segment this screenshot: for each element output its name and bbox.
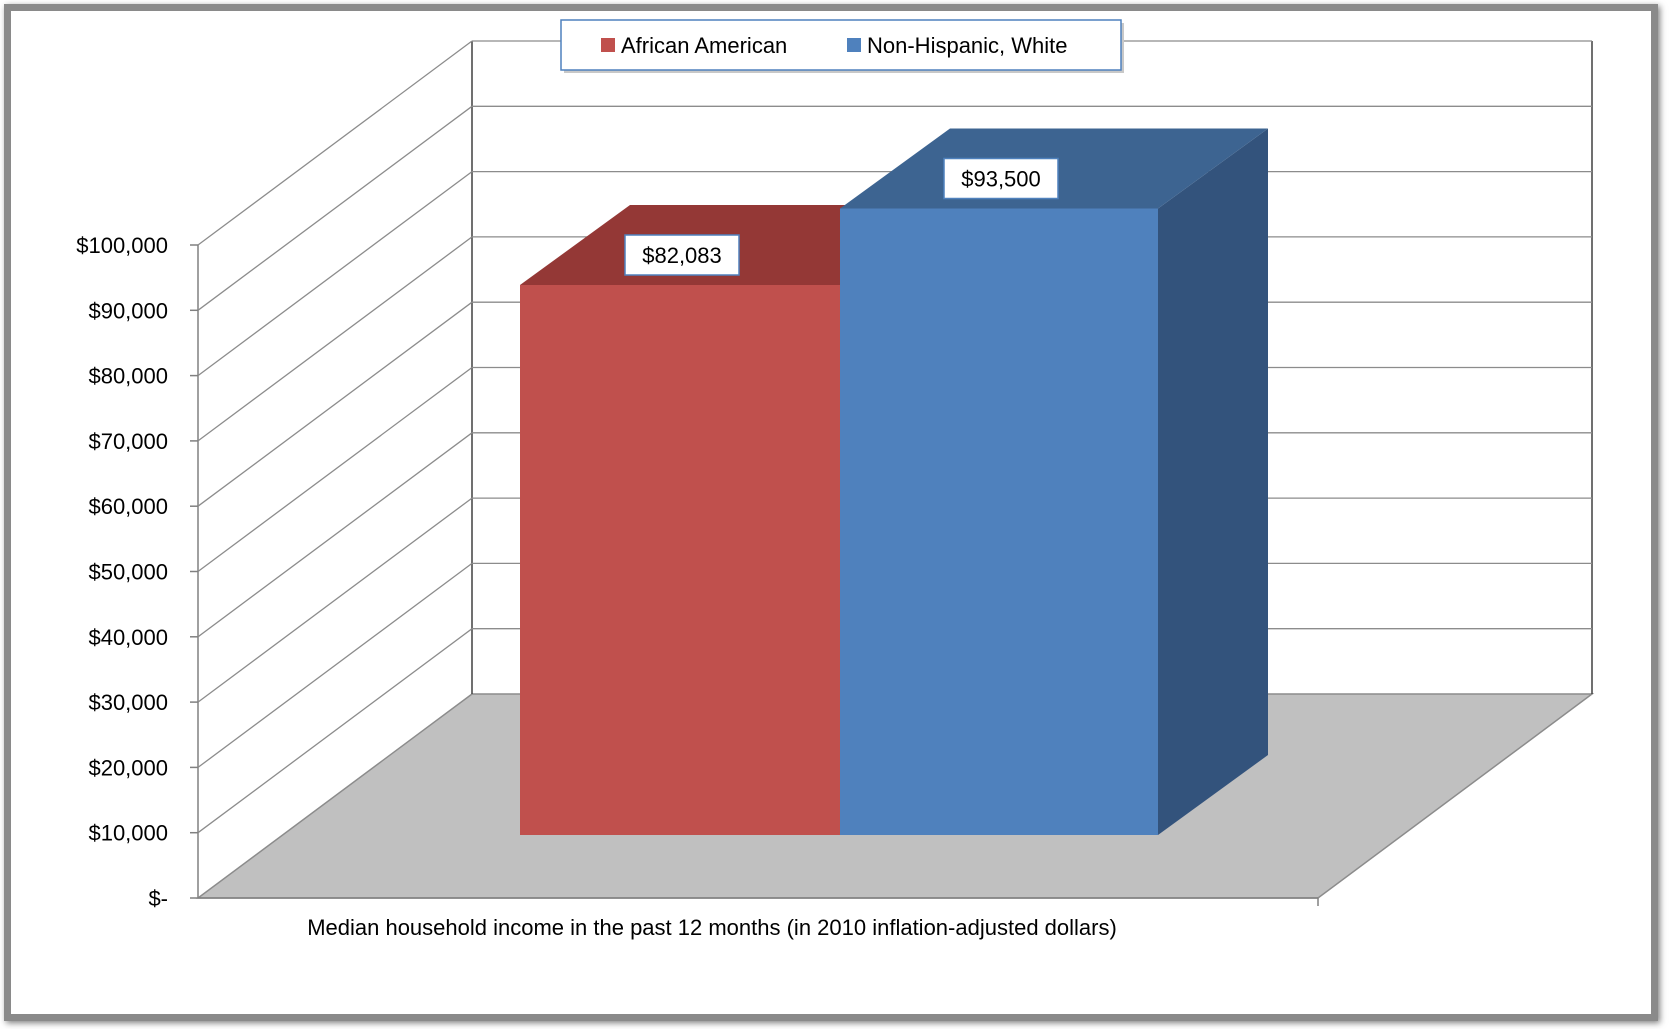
- bar-side-face: [1158, 128, 1268, 835]
- y-tick-label: $40,000: [88, 625, 168, 650]
- bars: [520, 128, 1268, 835]
- legend-label: Non-Hispanic, White: [867, 33, 1068, 58]
- side-gridline: [197, 628, 473, 834]
- data-label-text: $82,083: [642, 243, 722, 268]
- y-tick-label: $70,000: [88, 429, 168, 454]
- data-label: $93,500: [943, 157, 1059, 200]
- side-gridline: [197, 366, 473, 573]
- data-labels: $82,083 $93,500: [624, 157, 1059, 276]
- side-gridline: [197, 497, 473, 703]
- side-gridline: [197, 171, 473, 377]
- bar-front-face: [520, 285, 840, 835]
- data-label-box: [624, 234, 740, 276]
- side-gridline: [197, 562, 473, 768]
- y-tick-label: $30,000: [88, 690, 168, 715]
- data-label-box: [943, 157, 1059, 200]
- side-gridline: [197, 432, 473, 638]
- y-axis-ticks: $- $10,000 $20,000 $30,000 $40,000 $50,000 $60…: [76, 233, 1319, 911]
- data-label: $82,083: [624, 234, 740, 276]
- side-gridline: [197, 40, 473, 246]
- y-tick-label: $-: [148, 886, 168, 911]
- side-gridline: [197, 105, 473, 311]
- legend-box: [560, 19, 1122, 71]
- y-tick-label: $50,000: [88, 560, 168, 585]
- legend-swatch: [601, 38, 615, 52]
- legend-label: African American: [621, 33, 787, 58]
- side-gridline: [197, 236, 473, 442]
- y-tick-label: $100,000: [76, 233, 168, 258]
- y-tick-label: $60,000: [88, 494, 168, 519]
- bar-front-face: [840, 208, 1158, 835]
- y-tick-label: $80,000: [88, 364, 168, 389]
- y-tick-label: $20,000: [88, 755, 168, 780]
- y-tick-label: $10,000: [88, 821, 168, 846]
- data-label-text: $93,500: [961, 167, 1041, 192]
- bar-non-hispanic-white: [840, 128, 1268, 835]
- x-axis-category-label: Median household income in the past 12 m…: [307, 915, 1117, 940]
- legend: African American Non-Hispanic, White: [560, 19, 1124, 73]
- legend-swatch: [847, 38, 861, 52]
- side-gridline: [197, 301, 473, 507]
- y-tick-label: $90,000: [88, 298, 168, 323]
